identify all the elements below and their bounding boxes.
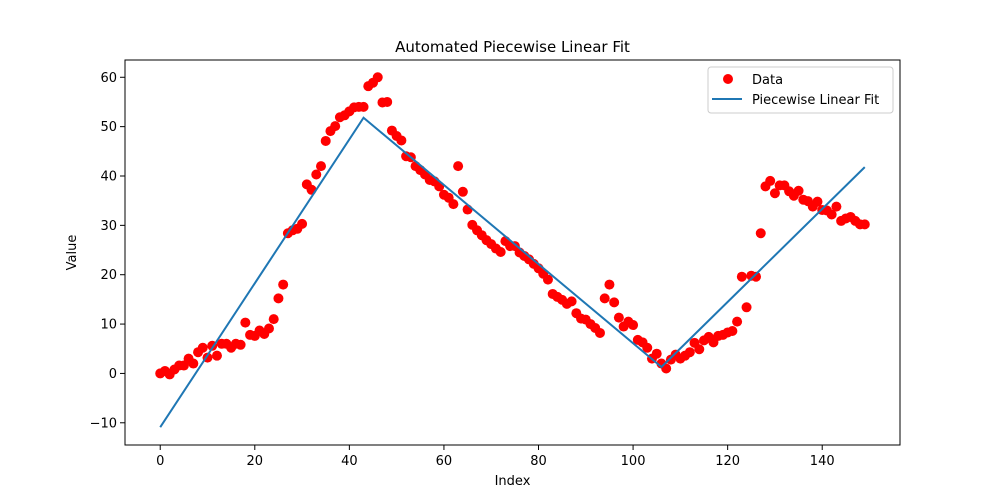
data-point xyxy=(278,279,289,290)
data-point xyxy=(311,169,322,180)
data-point xyxy=(859,219,870,230)
fit-line xyxy=(159,116,866,428)
data-point xyxy=(211,350,222,361)
data-point xyxy=(741,302,752,313)
data-point xyxy=(316,161,326,172)
legend: Data Piecewise Linear Fit xyxy=(707,66,894,114)
data-point xyxy=(684,347,695,358)
data-point xyxy=(769,188,780,199)
x-tick-label: 40 xyxy=(341,454,358,469)
data-point xyxy=(613,312,624,323)
x-tick-label: 120 xyxy=(715,454,740,469)
x-tick-label: 140 xyxy=(810,454,835,469)
legend-label-fit: Piecewise Linear Fit xyxy=(752,93,879,108)
data-point xyxy=(372,72,383,83)
y-tick-label: 10 xyxy=(100,318,117,333)
legend-label-data: Data xyxy=(752,73,783,88)
data-point xyxy=(235,339,246,350)
data-point xyxy=(358,101,369,112)
data-point xyxy=(594,327,605,338)
x-tick-label: 60 xyxy=(436,454,453,469)
plot-frame xyxy=(124,59,901,446)
data-point xyxy=(727,325,738,336)
x-tick-label: 100 xyxy=(621,454,646,469)
y-tick-label: 60 xyxy=(100,71,117,86)
data-point xyxy=(831,201,842,212)
x-tick-label: 80 xyxy=(530,454,547,469)
data-point xyxy=(320,135,331,146)
data-point xyxy=(197,342,208,353)
data-point xyxy=(297,218,308,229)
y-axis: −10 0 10 20 30 40 50 60 xyxy=(90,71,125,431)
data-layer xyxy=(155,72,870,428)
data-point xyxy=(755,228,766,239)
data-point xyxy=(599,293,610,304)
data-point xyxy=(642,342,653,353)
x-axis: 0 20 40 60 80 100 120 140 xyxy=(156,445,835,469)
data-point xyxy=(609,297,620,308)
data-point xyxy=(736,271,747,282)
y-tick-label: 40 xyxy=(100,169,117,184)
y-tick-label: 20 xyxy=(100,268,117,283)
data-point xyxy=(396,135,407,146)
data-point xyxy=(268,314,279,325)
data-point xyxy=(751,271,762,282)
data-point xyxy=(812,196,823,207)
data-point xyxy=(765,175,776,186)
data-point xyxy=(542,274,553,285)
data-point xyxy=(273,293,284,304)
data-point xyxy=(694,344,705,355)
data-point xyxy=(382,96,393,107)
y-axis-label: Value xyxy=(65,235,80,271)
legend-box xyxy=(707,66,894,114)
plot-area xyxy=(125,60,900,445)
x-axis-label: Index xyxy=(495,474,531,489)
y-tick-label: 30 xyxy=(100,219,117,234)
data-point xyxy=(732,316,743,327)
data-point xyxy=(826,209,837,220)
data-point xyxy=(628,320,639,331)
data-point xyxy=(188,358,199,369)
chart-title: Automated Piecewise Linear Fit xyxy=(395,38,630,56)
x-tick-label: 20 xyxy=(247,454,264,469)
data-point xyxy=(566,296,577,307)
data-point xyxy=(448,199,459,210)
data-point xyxy=(453,161,464,172)
x-tick-label: 0 xyxy=(156,454,164,469)
y-tick-label: −10 xyxy=(90,416,117,431)
data-point xyxy=(263,323,274,334)
data-point xyxy=(604,279,615,290)
data-point xyxy=(495,247,506,258)
data-point xyxy=(793,185,804,196)
data-point xyxy=(240,317,251,328)
y-tick-label: 0 xyxy=(109,367,117,382)
data-point xyxy=(651,348,662,359)
data-point xyxy=(457,186,468,197)
legend-marker-data xyxy=(723,74,733,84)
y-tick-label: 50 xyxy=(100,120,117,135)
data-point xyxy=(330,121,341,132)
